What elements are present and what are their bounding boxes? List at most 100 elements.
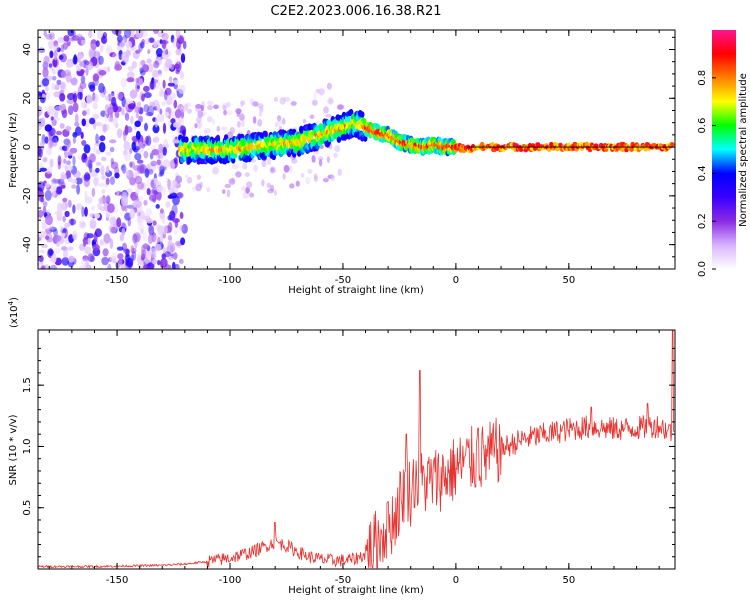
heatmap-cell <box>170 34 175 43</box>
heatmap-cell <box>179 224 185 231</box>
heatmap-cell <box>68 218 77 226</box>
heatmap-cell <box>222 189 226 195</box>
heatmap-cell <box>56 202 63 213</box>
heatmap-cell <box>89 153 96 163</box>
heatmap-cell <box>184 103 189 111</box>
heatmap-cell <box>57 155 62 166</box>
heatmap-cell <box>195 107 200 112</box>
heatmap-cell <box>153 41 158 48</box>
heatmap-cell <box>135 81 141 93</box>
heatmap-cell <box>135 77 140 83</box>
heatmap-cell <box>252 101 259 107</box>
heatmap-cell <box>226 189 231 198</box>
heatmap-cell <box>137 224 145 231</box>
heatmap-cell <box>231 157 236 164</box>
heatmap-cell <box>143 150 149 159</box>
heatmap-cell <box>84 206 88 217</box>
heatmap-cell <box>145 111 154 117</box>
heatmap-cell <box>144 122 148 132</box>
heatmap-cell <box>167 194 174 199</box>
heatmap-cell <box>107 203 115 214</box>
heatmap-cell <box>100 35 108 45</box>
heatmap-cell <box>81 118 87 127</box>
heatmap-cell <box>154 77 161 89</box>
heatmap-cell <box>179 70 184 80</box>
heatmap-cell <box>72 102 79 113</box>
heatmap-cell <box>123 112 128 119</box>
heatmap-cell <box>67 150 74 156</box>
heatmap-cell <box>65 144 70 151</box>
heatmap-cell <box>123 248 131 254</box>
heatmap-cell <box>490 142 495 147</box>
heatmap-cell <box>222 104 227 111</box>
heatmap-cell <box>169 92 177 100</box>
heatmap-cell <box>64 210 70 218</box>
heatmap-cell <box>38 209 44 218</box>
heatmap-cell <box>281 117 286 125</box>
heatmap-cell <box>169 210 176 221</box>
heatmap-cell <box>95 133 99 144</box>
heatmap-cell <box>131 61 138 69</box>
x-tick-label: -150 <box>106 275 129 286</box>
heatmap-cell <box>121 60 126 66</box>
heatmap-cell <box>76 203 83 211</box>
heatmap-cell <box>106 165 110 174</box>
heatmap-cell <box>121 195 129 207</box>
heatmap-cell <box>38 255 44 262</box>
heatmap-cell <box>121 108 125 116</box>
heatmap-cell <box>144 257 151 264</box>
heatmap-cell <box>134 120 141 128</box>
heatmap-cell <box>75 177 83 185</box>
heatmap-cell <box>330 175 335 182</box>
heatmap-cell <box>136 101 142 109</box>
heatmap-cell <box>152 79 159 84</box>
heatmap-cell <box>53 91 61 98</box>
heatmap-cell <box>171 204 178 216</box>
heatmap-cell <box>97 202 103 210</box>
heatmap-cell <box>59 123 65 129</box>
heatmap-cell <box>61 70 66 79</box>
heatmap-cell <box>43 201 48 208</box>
heatmap-cell <box>75 65 82 72</box>
heatmap-cell <box>174 109 182 119</box>
heatmap-cell <box>337 104 344 110</box>
heatmap-cell <box>307 169 313 174</box>
heatmap-cell <box>61 246 67 251</box>
heatmap-cell <box>337 168 342 177</box>
heatmap-cell <box>92 113 100 120</box>
heatmap-cell <box>107 106 114 115</box>
heatmap-cell <box>82 110 87 116</box>
heatmap-cell <box>66 139 72 148</box>
heatmap-cell <box>112 104 119 113</box>
heatmap-cell <box>152 259 157 265</box>
heatmap-cell <box>129 89 138 99</box>
heatmap-cell <box>75 126 82 136</box>
heatmap-cell <box>142 64 149 73</box>
heatmap-cell <box>180 237 186 246</box>
heatmap-cell <box>60 44 64 53</box>
heatmap-cell <box>270 167 275 173</box>
heatmap-cell <box>76 33 83 39</box>
heatmap-cell <box>149 101 155 108</box>
heatmap-cell <box>197 110 204 118</box>
heatmap-cell <box>121 163 127 174</box>
heatmap-cell <box>169 159 176 170</box>
heatmap-cell <box>41 219 47 230</box>
heatmap-cell <box>60 184 66 189</box>
heatmap-cell <box>44 86 50 92</box>
heatmap-cell <box>162 79 166 89</box>
heatmap-cell <box>273 97 278 102</box>
heatmap-cell <box>133 200 138 206</box>
heatmap-cell <box>42 205 47 216</box>
heatmap-cell <box>55 130 63 136</box>
heatmap-cell <box>109 256 118 263</box>
heatmap-cell <box>45 91 50 100</box>
heatmap-cell <box>181 223 188 234</box>
heatmap-cell <box>41 117 46 127</box>
heatmap-cell <box>160 208 164 214</box>
heatmap-cell <box>45 214 53 226</box>
heatmap-cell <box>279 97 286 105</box>
heatmap-cell <box>162 159 171 168</box>
heatmap-cell <box>283 97 291 102</box>
heatmap-cell <box>98 142 106 153</box>
